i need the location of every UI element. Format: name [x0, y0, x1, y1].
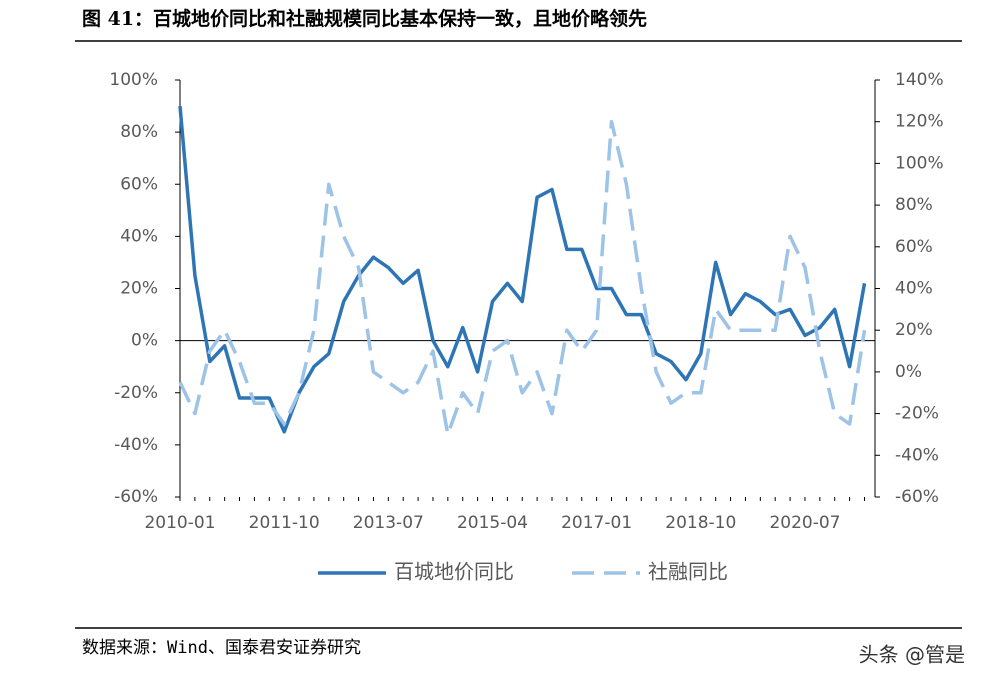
x-tick-label: 2011-10: [249, 513, 320, 533]
x-tick-label: 2013-07: [353, 513, 424, 533]
y2-tick-label: -20%: [895, 404, 939, 424]
x-tick-label: 2018-10: [665, 513, 736, 533]
y2-tick-label: 0%: [895, 362, 922, 382]
y-tick-label: 100%: [109, 70, 158, 90]
chart-title: 图 41：百城地价同比和社融规模同比基本保持一致，且地价略领先: [82, 7, 647, 30]
y2-tick-label: 100%: [895, 153, 944, 173]
x-tick-label: 2010-01: [144, 513, 215, 533]
y2-tick-label: 120%: [895, 112, 944, 132]
series-line: [178, 119, 867, 437]
x-tick-label: 2015-04: [457, 513, 528, 533]
y-tick-label: 20%: [120, 279, 158, 299]
y-tick-label: 80%: [120, 122, 158, 142]
source: 数据来源：Wind、国泰君安证券研究: [82, 638, 361, 658]
x-tick-label: 2017-01: [561, 513, 632, 533]
y2-tick-label: -60%: [895, 487, 939, 507]
y2-tick-label: -40%: [895, 445, 939, 465]
watermark: 头条 @管是: [859, 643, 965, 667]
x-tick-label: 2020-07: [769, 513, 840, 533]
y-tick-label: -20%: [114, 383, 158, 403]
y2-tick-label: 80%: [895, 195, 933, 215]
y2-tick-label: 40%: [895, 279, 933, 299]
series-line: [178, 105, 867, 434]
y2-tick-label: 60%: [895, 237, 933, 257]
y-tick-label: 60%: [120, 174, 158, 194]
y-tick-label: -60%: [114, 487, 158, 507]
y-tick-label: 40%: [120, 226, 158, 246]
y2-tick-label: 140%: [895, 70, 944, 90]
y-tick-label: -40%: [114, 435, 158, 455]
y2-tick-label: 20%: [895, 320, 933, 340]
legend-label: 百城地价同比: [394, 560, 514, 584]
legend-label: 社融同比: [648, 560, 728, 584]
y-tick-label: 0%: [131, 331, 158, 351]
